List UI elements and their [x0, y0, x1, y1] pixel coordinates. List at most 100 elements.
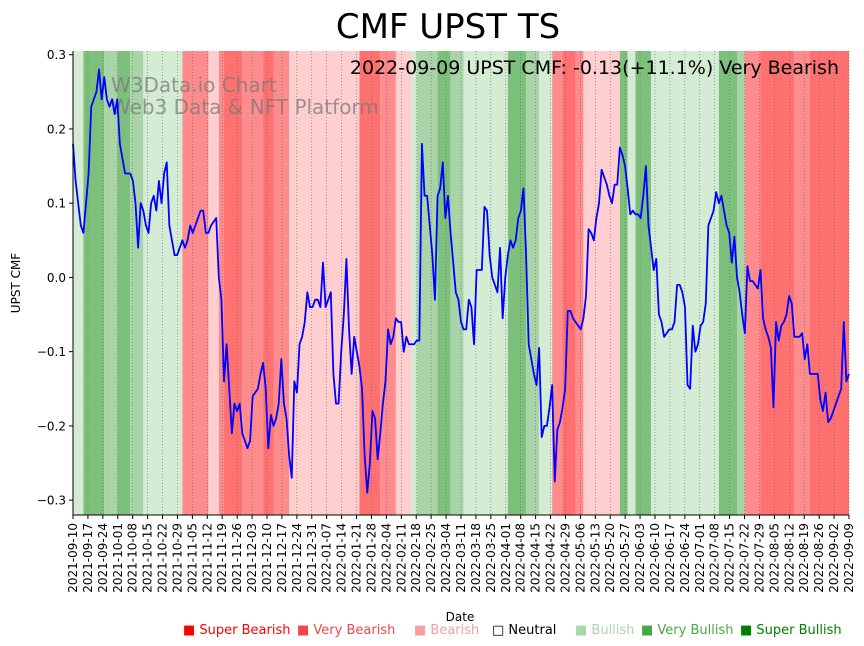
- y-tick-label: 0.2: [47, 122, 66, 136]
- x-tick-label: 2022-03-18: [469, 523, 483, 593]
- x-tick-label: 2021-09-10: [66, 523, 80, 593]
- band-bullish: [697, 51, 719, 515]
- x-tick-label: 2022-04-29: [558, 523, 572, 593]
- band-bullish: [411, 51, 417, 515]
- x-tick-label: 2021-09-17: [81, 523, 95, 593]
- y-tick-label: −0.1: [37, 345, 66, 359]
- x-tick-label: 2021-10-01: [111, 523, 125, 593]
- y-axis-label: UPST CMF: [9, 253, 23, 314]
- band-super-bullish: [117, 51, 131, 515]
- y-tick-label: 0.0: [47, 271, 66, 285]
- band-very-bullish: [130, 51, 144, 515]
- x-tick-label: 2022-09-02: [827, 523, 841, 593]
- x-tick-label: 2022-08-26: [812, 523, 826, 593]
- x-tick-label: 2022-07-15: [723, 523, 737, 593]
- x-tick-label: 2022-06-17: [663, 523, 677, 593]
- x-tick-label: 2021-10-29: [170, 523, 184, 593]
- watermark-line-1: W3Data.io Chart: [111, 73, 277, 97]
- legend-super-bearish: ■ Super Bearish: [183, 623, 291, 638]
- band-super-bearish: [760, 51, 795, 515]
- band-very-bearish: [273, 51, 290, 515]
- y-tick-label: 0.3: [47, 48, 66, 62]
- band-very-bearish: [182, 51, 209, 515]
- band-super-bullish: [507, 51, 527, 515]
- band-very-bearish: [794, 51, 810, 515]
- band-super-bullish: [718, 51, 738, 515]
- x-tick-label: 2022-05-13: [588, 523, 602, 593]
- x-tick-label: 2021-10-15: [141, 523, 155, 593]
- x-tick-label: 2022-07-08: [708, 523, 722, 593]
- band-super-bearish: [224, 51, 243, 515]
- x-tick-label: 2021-12-17: [275, 523, 289, 593]
- band-bullish: [651, 51, 698, 515]
- band-super-bullish: [619, 51, 628, 515]
- x-tick-label: 2022-06-03: [633, 523, 647, 593]
- band-bearish: [307, 51, 360, 515]
- x-tick-label: 2021-10-22: [156, 523, 170, 593]
- sentiment-legend: ■ Super Bearish ■ Very Bearish ■ Bearish □ …: [183, 623, 842, 638]
- band-very-bearish: [552, 51, 563, 515]
- x-tick-label: 2022-06-10: [648, 523, 662, 593]
- x-tick-label: 2021-11-26: [230, 523, 244, 593]
- y-tick-label: −0.2: [37, 419, 66, 433]
- band-super-bearish: [562, 51, 576, 515]
- x-tick-label: 2022-04-15: [529, 523, 543, 593]
- band-bullish: [539, 51, 553, 515]
- x-tick-label: 2022-02-11: [394, 523, 408, 593]
- x-tick-label: 2022-02-04: [379, 523, 393, 593]
- x-tick-label: 2022-01-14: [335, 523, 349, 593]
- chart-title: CMF UPST TS: [336, 7, 560, 47]
- x-axis-label: Date: [446, 610, 475, 624]
- x-tick-label: 2021-12-03: [245, 523, 259, 593]
- x-tick-label: 2022-03-25: [484, 523, 498, 593]
- x-tick-label: 2022-07-29: [752, 523, 766, 593]
- x-tick-label: 2021-12-10: [260, 523, 274, 593]
- cmf-line: [72, 68, 850, 494]
- band-very-bullish: [450, 51, 464, 515]
- x-tick-label: 2022-04-22: [544, 523, 558, 593]
- x-tick-label: 2022-04-01: [499, 523, 513, 593]
- band-super-bearish: [359, 51, 381, 515]
- band-super-bullish: [437, 51, 451, 515]
- band-bullish: [627, 51, 636, 515]
- legend-bullish: ■ Bullish: [575, 623, 634, 638]
- x-tick-label: 2022-06-24: [678, 523, 692, 593]
- watermark-line-2: Web3 Data & NFT Platform: [111, 95, 379, 119]
- x-tick-label: 2021-11-19: [215, 523, 229, 593]
- x-tick-label: 2022-01-28: [364, 523, 378, 593]
- band-very-bearish: [575, 51, 584, 515]
- band-very-bearish: [242, 51, 264, 515]
- x-tick-label: 2022-02-25: [424, 523, 438, 593]
- band-bullish: [143, 51, 183, 515]
- legend-super-bullish: ■ Super Bullish: [740, 623, 842, 638]
- x-tick-label: 2022-02-18: [409, 523, 423, 593]
- x-ticks: 2021-09-10 2021-09-17 2021-09-24 2021-10-01…: [66, 515, 856, 593]
- x-tick-label: 2022-01-07: [320, 523, 334, 593]
- y-tick-label: −0.3: [37, 494, 66, 508]
- band-very-bullish: [526, 51, 540, 515]
- chart-annotation: 2022-09-09 UPST CMF: -0.13(+11.1%) Very …: [350, 57, 839, 79]
- band-bullish: [73, 51, 84, 515]
- band-very-bearish: [380, 51, 396, 515]
- band-bearish: [208, 51, 219, 515]
- x-tick-label: 2021-11-05: [185, 523, 199, 593]
- y-tick-label: 0.1: [47, 197, 66, 211]
- x-tick-label: 2021-12-31: [305, 523, 319, 593]
- x-tick-label: 2022-04-08: [514, 523, 528, 593]
- x-tick-label: 2022-07-22: [738, 523, 752, 593]
- x-tick-label: 2022-09-09: [842, 523, 856, 593]
- band-super-bearish: [263, 51, 274, 515]
- band-very-bearish: [218, 51, 225, 515]
- band-bearish: [395, 51, 412, 515]
- x-tick-label: 2022-08-19: [797, 523, 811, 593]
- x-tick-label: 2021-09-24: [96, 523, 110, 593]
- x-tick-label: 2022-08-05: [767, 523, 781, 593]
- x-tick-label: 2022-03-04: [439, 523, 453, 593]
- band-super-bullish: [83, 51, 105, 515]
- legend-very-bullish: ■ Very Bullish: [641, 623, 733, 638]
- y-ticks: −0.3 −0.2 −0.1 0.0 0.1 0.2 0.3: [37, 48, 73, 508]
- band-super-bearish: [809, 51, 849, 515]
- band-very-bullish: [737, 51, 745, 515]
- cmf-series: [72, 68, 850, 494]
